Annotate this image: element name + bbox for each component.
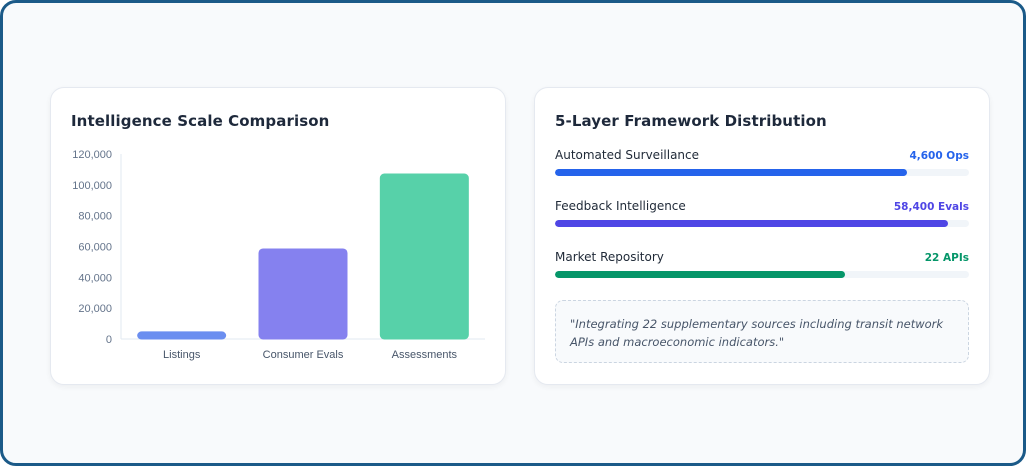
progress-track	[555, 220, 969, 227]
scale-comparison-title: Intelligence Scale Comparison	[71, 112, 330, 130]
y-tick-label: 80,000	[78, 211, 112, 223]
bar-listings	[137, 331, 227, 340]
y-tick-label: 60,000	[78, 242, 112, 254]
framework-distribution-title: 5-Layer Framework Distribution	[555, 112, 827, 130]
y-tick-label: 20,000	[78, 303, 112, 315]
bar-assessments	[379, 173, 469, 340]
progress-fill	[555, 169, 907, 176]
x-tick-label: Consumer Evals	[263, 349, 344, 361]
y-tick-label: 120,000	[72, 149, 112, 161]
y-tick-label: 100,000	[72, 180, 112, 192]
integration-quote: "Integrating 22 supplementary sources in…	[555, 300, 969, 363]
framework-row-value: 22 APIs	[924, 252, 969, 264]
framework-row-value: 4,600 Ops	[909, 150, 969, 162]
progress-fill	[555, 220, 949, 227]
scale-comparison-card: Intelligence Scale Comparison 0 20,000 40,…	[50, 87, 506, 385]
y-tick-label: 0	[106, 334, 112, 346]
progress-track	[555, 271, 969, 278]
x-tick-label: Listings	[163, 349, 201, 361]
bar-chart: 0 20,000 40,000 60,000 80,000 100,000 120,000 L…	[72, 149, 485, 361]
framework-distribution-card: 5-Layer Framework Distribution Automated…	[534, 87, 990, 385]
progress-fill	[555, 271, 845, 278]
x-tick-label: Assessments	[392, 349, 458, 361]
framework-row-label: Feedback Intelligence	[555, 199, 686, 213]
progress-track	[555, 169, 969, 176]
framework-row-label: Market Repository	[555, 250, 664, 264]
y-tick-label: 40,000	[78, 272, 112, 284]
framework-row-value: 58,400 Evals	[893, 201, 969, 213]
bar-consumer-evals	[258, 248, 348, 340]
framework-row-label: Automated Surveillance	[555, 148, 700, 162]
